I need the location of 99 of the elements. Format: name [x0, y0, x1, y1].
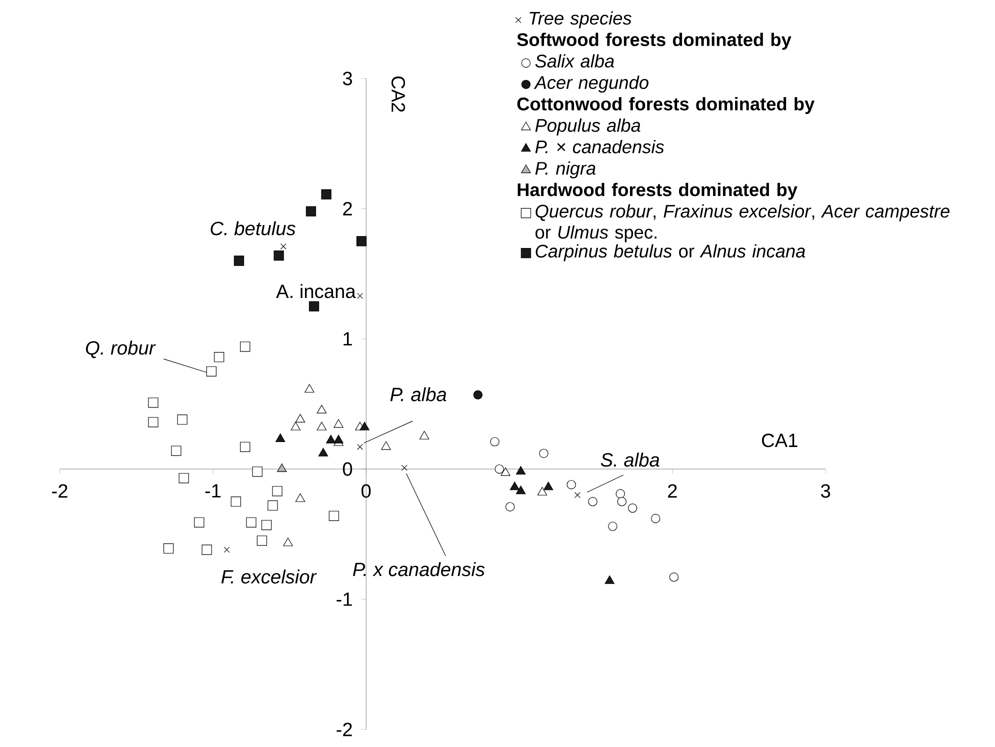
y-tick-label: -1 [336, 592, 352, 606]
point [356, 444, 363, 450]
legend-label: Acer negundo [534, 76, 648, 93]
legend-label: Salix alba [535, 54, 614, 68]
point [356, 236, 367, 246]
point [163, 544, 174, 554]
point [252, 466, 262, 477]
point [268, 500, 278, 511]
point [275, 434, 286, 442]
point [539, 448, 548, 458]
point [240, 442, 250, 452]
annotation: F. excelsior [221, 570, 317, 584]
point [616, 489, 625, 499]
point [494, 464, 504, 474]
point [588, 497, 598, 506]
annotation: P. x canadensis [352, 562, 485, 576]
legend-label: P. nigra [535, 162, 596, 179]
point [277, 464, 287, 472]
text: Softwood forests dominated by [517, 32, 792, 50]
y-tick-label: 1 [344, 332, 352, 346]
point [194, 518, 204, 528]
point [419, 431, 430, 440]
point [566, 480, 576, 490]
point [316, 422, 327, 430]
legend-label: Populus alba [535, 118, 640, 136]
point [316, 405, 327, 414]
y-tick-label: 3 [342, 72, 352, 86]
point [544, 482, 554, 490]
x-tick-label: 0 [362, 484, 371, 498]
point [381, 442, 391, 450]
x-tick-label: -2 [52, 484, 68, 498]
point [490, 437, 500, 446]
point [328, 511, 340, 522]
point [473, 390, 483, 400]
point [326, 435, 336, 444]
point [148, 417, 158, 428]
point [334, 419, 344, 428]
point [148, 398, 158, 408]
point [256, 536, 268, 546]
point [246, 518, 256, 528]
point [206, 366, 216, 377]
point [230, 496, 241, 507]
point [177, 414, 188, 425]
x-axis-title: CA1 [762, 434, 798, 448]
point [516, 486, 526, 494]
annotation: Cottonwood forests dominated by [517, 97, 815, 114]
point [321, 189, 332, 200]
point [290, 422, 300, 430]
point [261, 520, 272, 530]
y-tick-label: 2 [343, 202, 352, 216]
point [669, 572, 679, 582]
point [171, 446, 182, 456]
point [500, 468, 510, 476]
point [574, 492, 580, 498]
x-tick-label: 3 [820, 484, 830, 498]
text: Quercus robur, Fraxinus excelsior, Acer campestre or Ulmus spec. [536, 204, 950, 242]
y-tick-label: 0 [342, 462, 352, 476]
point [510, 482, 520, 490]
point [234, 256, 244, 266]
annotation: A. incana [276, 284, 356, 298]
point [214, 352, 224, 362]
annotation: Q. robur [86, 340, 156, 358]
annotation: C. betulus [210, 221, 296, 236]
legend-label: P. × canadensis [535, 140, 664, 154]
y-axis-title: CA2 [391, 76, 406, 112]
point [604, 576, 614, 584]
annotation: P. alba [390, 387, 446, 402]
y-tick-label: -2 [336, 722, 352, 736]
x-tick-label: 2 [668, 484, 677, 498]
legend-label: Tree species [530, 11, 632, 28]
point [202, 544, 212, 555]
point [272, 486, 282, 496]
point [295, 414, 306, 423]
point [360, 422, 370, 430]
point [304, 384, 314, 393]
point [650, 514, 660, 524]
legend-label: Carpinus betulus or Alnus incana [536, 244, 806, 262]
annotation: Hardwood forests dominated by [518, 183, 798, 200]
point [318, 448, 328, 457]
point [274, 250, 284, 261]
annotation: S. alba [600, 452, 660, 467]
point [224, 546, 230, 553]
point [401, 464, 408, 471]
point [308, 301, 320, 312]
point [628, 504, 638, 513]
point [537, 487, 548, 496]
point [505, 502, 515, 512]
point [617, 497, 626, 506]
point [516, 466, 526, 475]
point [356, 293, 363, 300]
point [240, 342, 250, 352]
point [283, 538, 293, 546]
point [295, 494, 306, 502]
point [280, 244, 286, 250]
point [178, 473, 189, 484]
point [306, 206, 316, 217]
x-tick-label: -1 [205, 484, 221, 498]
point [608, 522, 618, 532]
point [334, 435, 344, 444]
